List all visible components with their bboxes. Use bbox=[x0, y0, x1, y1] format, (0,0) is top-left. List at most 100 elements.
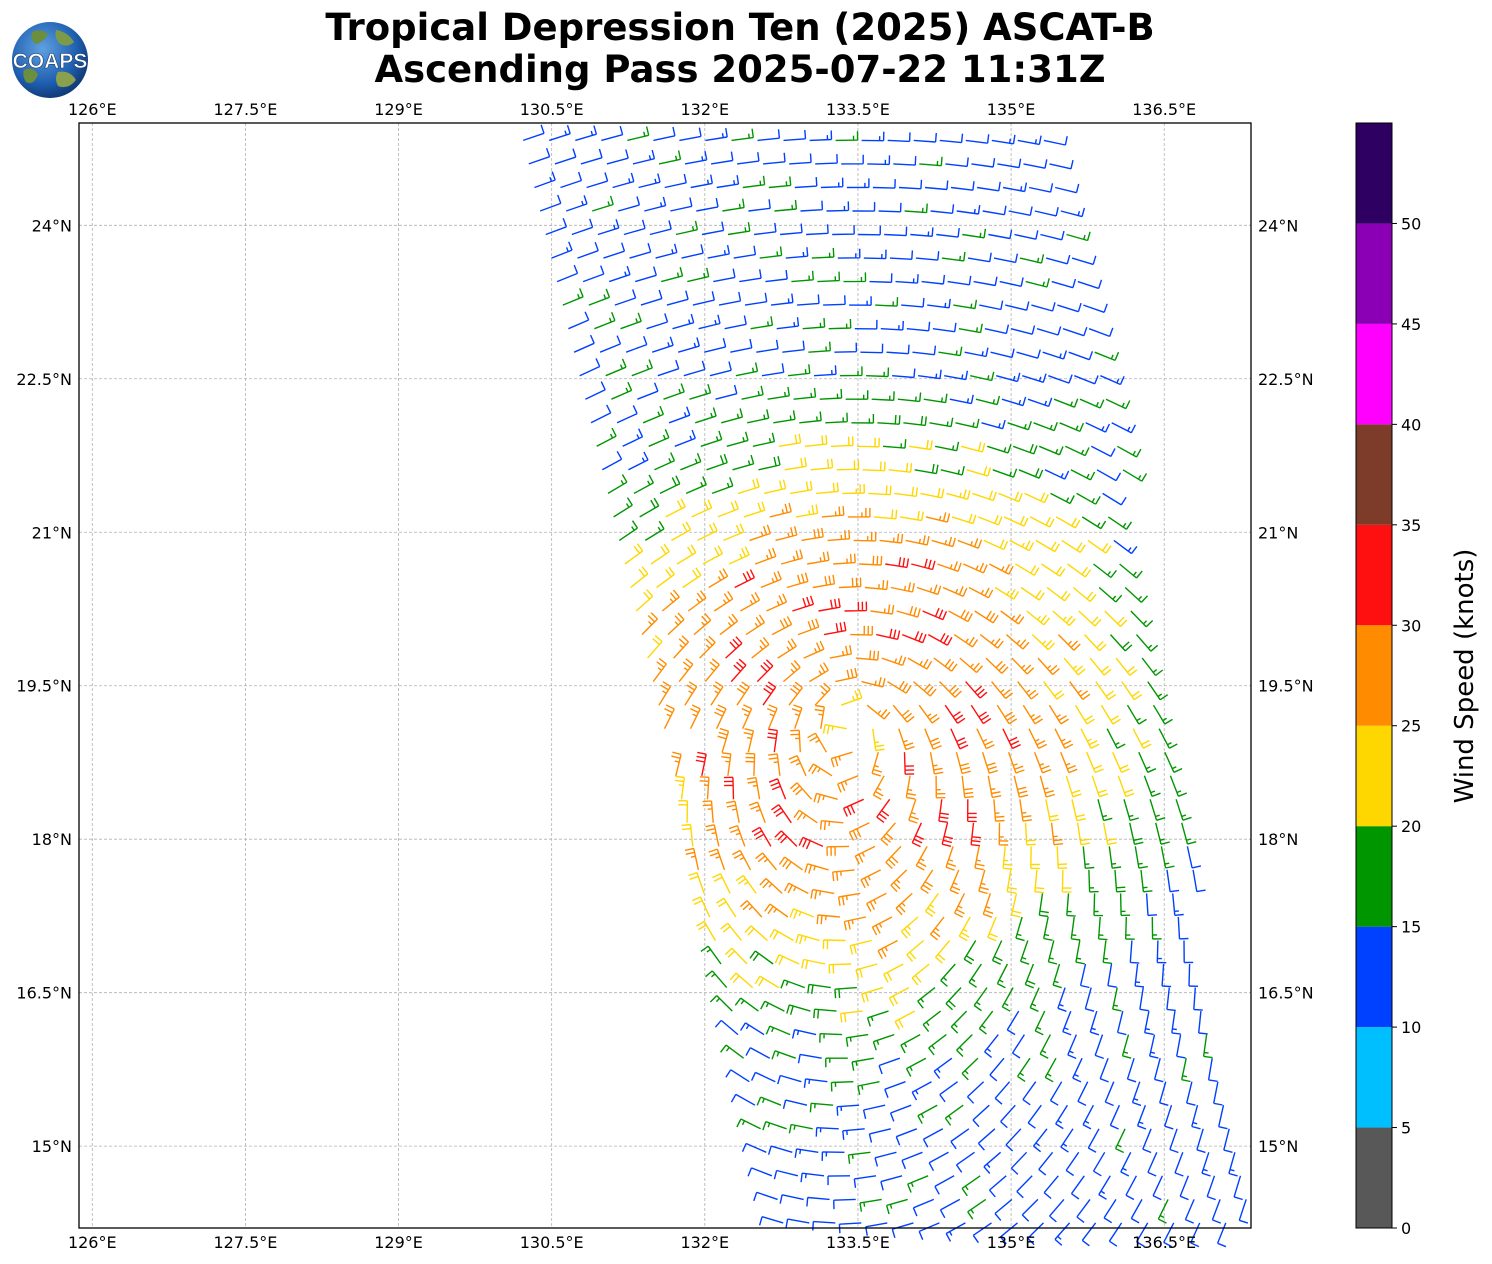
wind-barb bbox=[855, 963, 878, 979]
wind-barb bbox=[1139, 987, 1149, 1012]
wind-barb bbox=[854, 845, 876, 865]
wind-barb bbox=[644, 520, 665, 541]
wind-barb bbox=[807, 983, 831, 995]
wind-barb bbox=[894, 486, 918, 497]
wind-barb bbox=[871, 916, 893, 936]
wind-barb bbox=[663, 704, 675, 730]
wind-barb bbox=[1070, 469, 1096, 481]
lon-tick-label-bottom: 133.5°E bbox=[826, 1233, 890, 1252]
wind-barb bbox=[872, 179, 896, 189]
wind-barb bbox=[699, 635, 716, 659]
wind-barb bbox=[872, 728, 885, 752]
wind-barb bbox=[747, 409, 770, 424]
wind-barb bbox=[743, 728, 755, 753]
wind-barb bbox=[774, 830, 798, 847]
wind-barb bbox=[1015, 563, 1040, 576]
wind-barb bbox=[782, 1099, 808, 1109]
wind-barb bbox=[757, 129, 781, 142]
wind-barb bbox=[704, 658, 720, 683]
wind-barb bbox=[1124, 586, 1149, 603]
wind-barb bbox=[911, 1081, 932, 1101]
colorbar-bin bbox=[1356, 625, 1392, 726]
wind-barb bbox=[862, 1104, 886, 1119]
wind-barb bbox=[833, 553, 856, 565]
wind-barb bbox=[618, 196, 641, 212]
wind-barb bbox=[1055, 516, 1081, 529]
wind-barb bbox=[963, 562, 988, 574]
wind-barb bbox=[837, 892, 861, 906]
wind-barb bbox=[911, 558, 936, 571]
wind-barb bbox=[1094, 351, 1120, 362]
wind-barb bbox=[730, 658, 747, 683]
wind-barb bbox=[905, 775, 917, 800]
wind-barb bbox=[983, 539, 1009, 551]
wind-barb bbox=[1043, 1175, 1059, 1200]
wind-barb bbox=[953, 299, 978, 310]
wind-barb bbox=[1065, 1151, 1080, 1177]
wind-barb bbox=[706, 453, 728, 471]
wind-barb bbox=[890, 869, 908, 893]
wind-barb bbox=[1083, 634, 1107, 652]
wind-barb bbox=[1038, 893, 1049, 918]
wind-barb bbox=[717, 500, 739, 518]
wind-barb bbox=[1011, 1034, 1025, 1059]
wind-barb bbox=[1140, 869, 1153, 893]
wind-barb bbox=[994, 1198, 1013, 1221]
wind-barb bbox=[935, 775, 946, 799]
wind-barb bbox=[1119, 563, 1143, 579]
wind-barb bbox=[948, 609, 973, 623]
wind-barb bbox=[835, 667, 858, 683]
wind-barb bbox=[1050, 822, 1064, 846]
wind-barb bbox=[843, 916, 867, 931]
wind-barb bbox=[852, 202, 876, 212]
wind-barb bbox=[1075, 940, 1085, 965]
colorbar-label: Wind Speed (knots) bbox=[1450, 549, 1480, 804]
wind-barb bbox=[981, 419, 1006, 430]
wind-barb bbox=[847, 1151, 871, 1164]
wind-barb bbox=[827, 1175, 851, 1186]
wind-barb bbox=[1184, 1199, 1195, 1224]
wind-barb bbox=[864, 580, 889, 591]
wind-barb bbox=[752, 432, 776, 447]
wind-barb bbox=[806, 224, 829, 236]
wind-barb bbox=[639, 497, 660, 518]
lat-tick-label-left: 15°N bbox=[32, 1137, 72, 1156]
wind-barb bbox=[844, 601, 868, 612]
wind-barb bbox=[861, 131, 885, 142]
wind-barb bbox=[944, 1104, 964, 1126]
wind-barb bbox=[632, 149, 656, 165]
wind-barb bbox=[958, 916, 971, 942]
lat-tick-label-left: 22.5°N bbox=[16, 370, 72, 389]
wind-barb bbox=[762, 681, 777, 706]
wind-barb bbox=[900, 1033, 921, 1054]
wind-barb bbox=[1092, 1151, 1106, 1177]
wind-barb bbox=[1112, 987, 1122, 1012]
wind-barb bbox=[1045, 254, 1071, 265]
wind-barb bbox=[958, 323, 983, 334]
wind-barb bbox=[783, 882, 809, 895]
lat-tick-label-right: 22.5°N bbox=[1258, 370, 1314, 389]
wind-barb bbox=[1001, 987, 1014, 1012]
wind-barb bbox=[773, 1169, 799, 1180]
wind-barb bbox=[678, 658, 694, 683]
wind-barb bbox=[1130, 1199, 1143, 1224]
wind-barb bbox=[1152, 704, 1173, 725]
wind-barb bbox=[950, 181, 975, 191]
wind-barb bbox=[950, 1010, 968, 1034]
wind-barb bbox=[838, 1222, 862, 1234]
wind-barb bbox=[951, 513, 977, 525]
wind-barb bbox=[741, 704, 753, 729]
wind-barb bbox=[1076, 822, 1091, 846]
lon-tick-label-top: 135°E bbox=[987, 100, 1036, 119]
wind-barb bbox=[1084, 987, 1095, 1012]
wind-barb bbox=[1196, 1128, 1206, 1154]
wind-barb bbox=[945, 987, 962, 1011]
wind-barb bbox=[1020, 586, 1045, 601]
wind-barb bbox=[1014, 230, 1039, 240]
wind-barb bbox=[1166, 869, 1180, 893]
wind-barb bbox=[1019, 799, 1033, 822]
wind-barb bbox=[826, 845, 850, 856]
wind-barb bbox=[1047, 940, 1058, 965]
wind-barb bbox=[1095, 681, 1117, 701]
wind-barb bbox=[832, 869, 855, 882]
